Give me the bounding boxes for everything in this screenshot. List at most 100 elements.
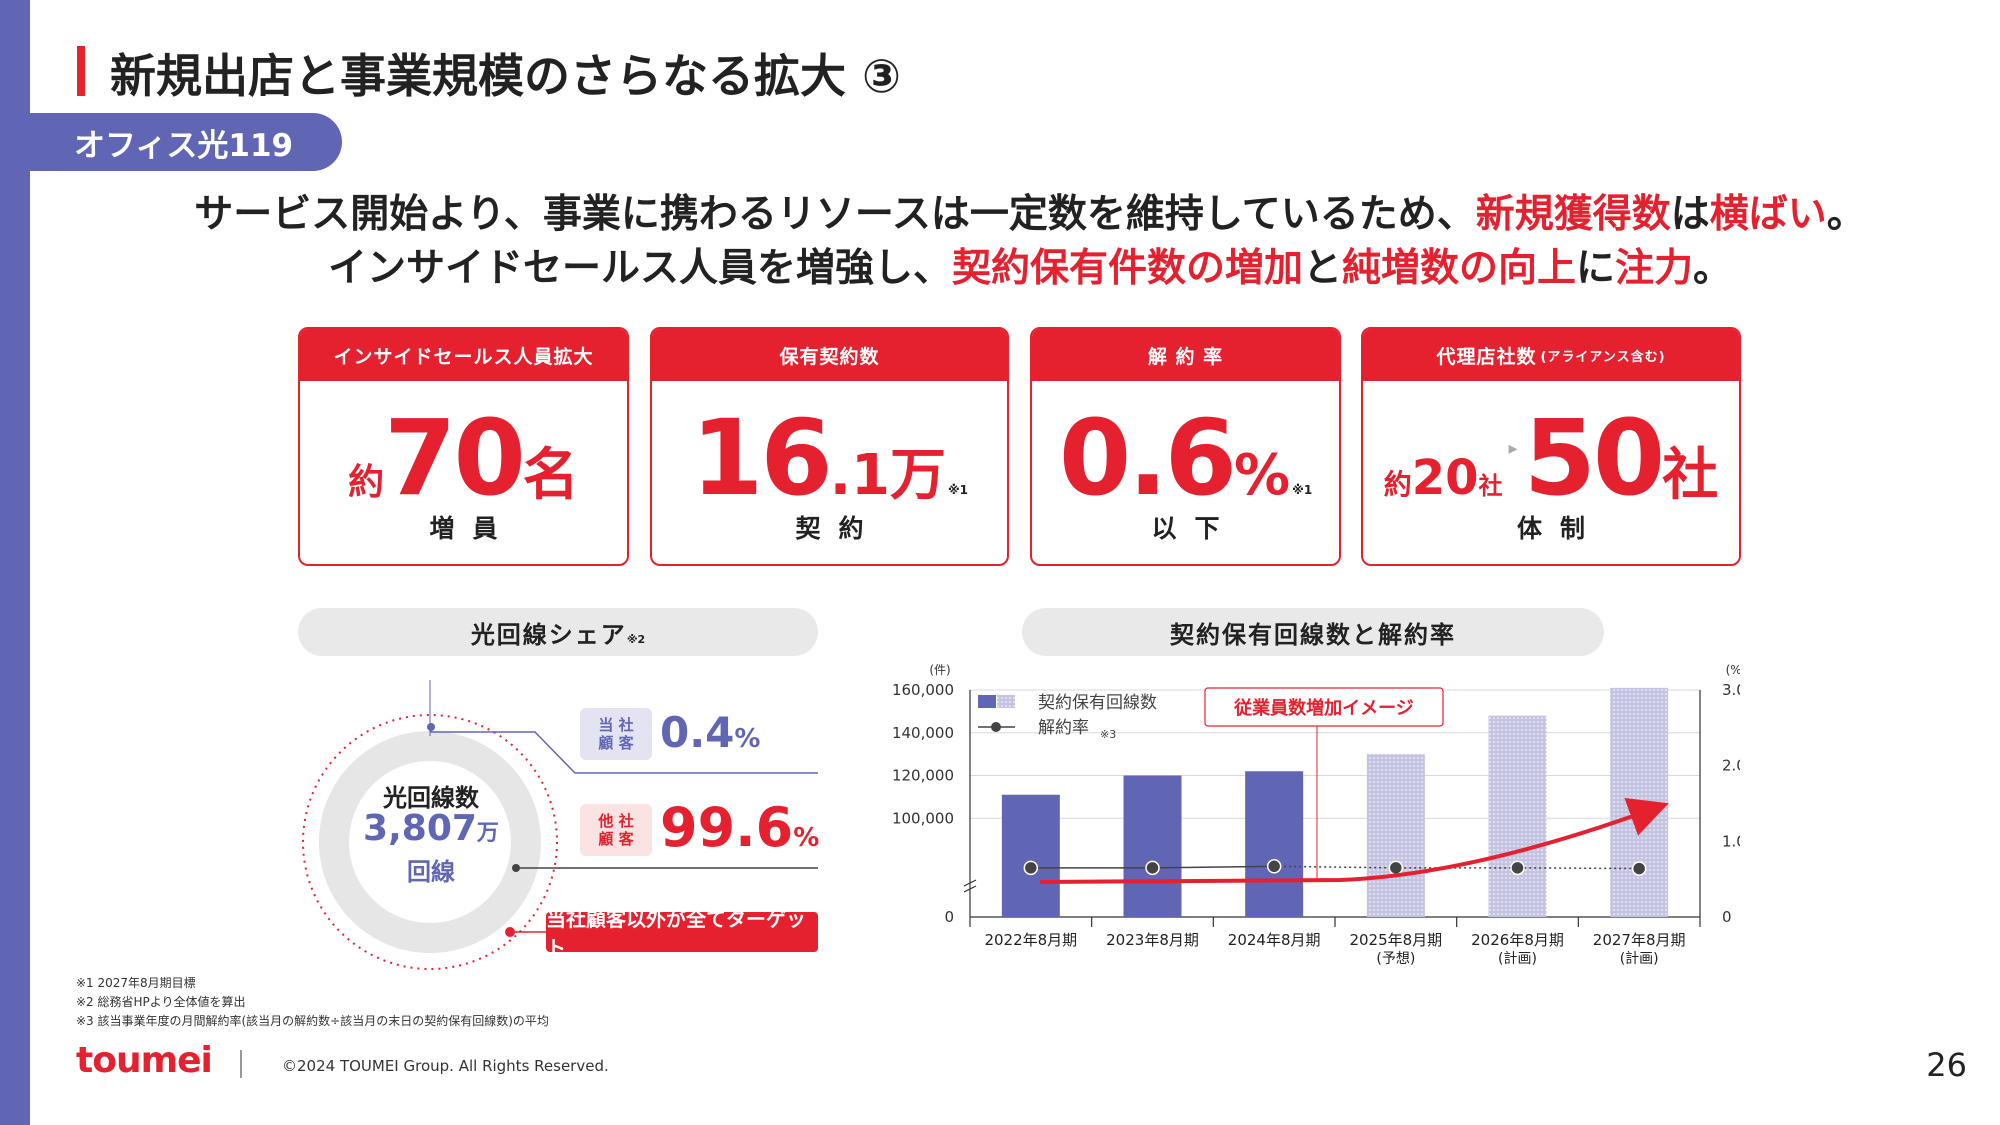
y-tick-label-right: 0 bbox=[1722, 908, 1732, 926]
legend-swatch-point bbox=[991, 722, 1001, 732]
kpi-header: 代理店社数 (アライアンス含む) bbox=[1363, 329, 1739, 381]
kpi-card-churn-rate: 解 約 率 0.6% ※1 以下 bbox=[1030, 327, 1341, 566]
annotation-box bbox=[1204, 687, 1444, 727]
kpi-sub-label: 増員 bbox=[429, 514, 516, 543]
bar bbox=[1001, 794, 1060, 917]
x-tick-label: 2022年8月期 bbox=[984, 931, 1077, 949]
kpi-header-text: 代理店社数 bbox=[1436, 345, 1537, 368]
company-logo: toumei bbox=[76, 1040, 213, 1081]
x-tick-label: 2024年8月期 bbox=[1228, 931, 1321, 949]
headline-text: と bbox=[1302, 246, 1342, 291]
kpi-decimal: .1 bbox=[829, 443, 890, 508]
kpi-sub-label: 契約 bbox=[795, 514, 882, 543]
headline-text: は bbox=[1670, 192, 1710, 237]
other-share-number: 99.6 bbox=[660, 796, 794, 859]
y-tick-label-left: 120,000 bbox=[892, 767, 954, 785]
axis-break-mark bbox=[963, 885, 977, 893]
other-share-value: 99.6% bbox=[660, 796, 819, 859]
kpi-header: 解 約 率 bbox=[1032, 329, 1339, 381]
kpi-number: 0.6 bbox=[1058, 397, 1237, 519]
y-tick-label-left: 0 bbox=[944, 908, 954, 926]
own-customer-badge: 当 社 顧 客 bbox=[580, 708, 652, 760]
headline-highlight: 契約保有件数の増加 bbox=[951, 246, 1303, 291]
page-number: 26 bbox=[1926, 1046, 1967, 1084]
x-tick-sublabel: (予想) bbox=[1376, 951, 1415, 967]
churn-point bbox=[1266, 859, 1282, 874]
section-tag: オフィス光119 bbox=[30, 113, 342, 171]
kpi-card-contracts: 保有契約数 16.1万 ※1 契約 bbox=[650, 327, 1009, 566]
y-tick-label-left: 140,000 bbox=[892, 724, 954, 742]
headline-highlight: 新規獲得数 bbox=[1475, 192, 1671, 237]
churn-point bbox=[1145, 860, 1160, 876]
subscriber-churn-chart: 0 100,000 120,000 140,000 160,000 (件) 0 1.0 2.0 3… bbox=[892, 663, 1740, 967]
y-tick-label-right: 3.0 bbox=[1722, 681, 1740, 699]
bar bbox=[1610, 687, 1669, 917]
headline-text: 。 bbox=[1826, 192, 1866, 237]
y-tick-label-right: 1.0 bbox=[1722, 832, 1740, 850]
donut-center-suffix: 回線 bbox=[407, 858, 455, 886]
headline-line-1: サービス開始より、事業に携わるリソースは一定数を維持しているため、新規獲得数は横… bbox=[60, 183, 2000, 239]
kpi-header-note: (アライアンス含む) bbox=[1540, 349, 1666, 365]
kpi-prefix: 約 bbox=[1383, 468, 1412, 501]
x-tick-label: 2023年8月期 bbox=[1106, 931, 1199, 949]
y-tick-label-left: 160,000 bbox=[892, 681, 954, 699]
growth-arrow bbox=[1039, 797, 1669, 884]
footnote: ※1 2027年8月期目標 bbox=[76, 976, 196, 990]
kpi-note: ※1 bbox=[1292, 483, 1313, 497]
headline-text: 。 bbox=[1693, 246, 1733, 291]
kpi-note: ※1 bbox=[947, 483, 968, 497]
kpi-header: インサイドセールス人員拡大 bbox=[300, 329, 627, 381]
y-axis-label-left: (件) bbox=[929, 663, 950, 677]
headline-text: サービス開始より、事業に携わるリソースは一定数を維持しているため、 bbox=[194, 192, 1476, 237]
footnote: ※3 該当事業年度の月間解約率(該当月の解約数÷該当月の末日の契約保有回線数)の… bbox=[76, 1014, 549, 1028]
own-share-value: 0.4% bbox=[660, 708, 760, 757]
legend-swatch-bar-projected bbox=[997, 695, 1015, 708]
kpi-value: 約20社▸50社 bbox=[1363, 397, 1739, 519]
x-tick-label: 2025年8月期 bbox=[1349, 931, 1442, 949]
x-tick-sublabel: (計画) bbox=[1498, 951, 1537, 967]
kpi-card-agencies: 代理店社数 (アライアンス含む) 約20社▸50社 体制 bbox=[1361, 327, 1741, 566]
churn-point bbox=[1023, 860, 1039, 876]
sidebar-accent-bar bbox=[0, 0, 30, 1125]
donut-center-unit: 万 bbox=[476, 821, 499, 846]
kpi-unit: 万 bbox=[889, 443, 946, 508]
y-tick-label-right: 2.0 bbox=[1722, 757, 1740, 775]
churn-line-projected bbox=[1274, 865, 1640, 870]
headline-text: インサイドセールス人員を増強し、 bbox=[327, 246, 952, 291]
kpi-sub-label: 体制 bbox=[1516, 514, 1603, 543]
donut-center-label: 光回線数 bbox=[383, 784, 479, 812]
y-axis-label-right: (%) bbox=[1726, 663, 1740, 677]
x-tick-label: 2027年8月期 bbox=[1593, 931, 1686, 949]
headline-highlight: 横ばい bbox=[1709, 192, 1827, 237]
bar bbox=[1123, 775, 1182, 917]
footer-divider bbox=[240, 1050, 242, 1078]
kpi-unit: 社 bbox=[1662, 443, 1719, 508]
kpi-unit: 名 bbox=[522, 443, 579, 508]
bar bbox=[1366, 754, 1425, 917]
kpi-card-sales-staff: インサイドセールス人員拡大 約70名 増員 bbox=[298, 327, 629, 566]
kpi-unit: % bbox=[1234, 443, 1291, 508]
annotation-text: 従業員数増加イメージ bbox=[1233, 697, 1414, 719]
kpi-sub-label: 以下 bbox=[1151, 514, 1238, 543]
bar bbox=[1245, 771, 1304, 917]
own-share-number: 0.4 bbox=[660, 708, 735, 757]
share-title-note: ※2 bbox=[626, 632, 646, 646]
churn-point bbox=[1631, 861, 1647, 876]
headline-line-2: インサイドセールス人員を増強し、契約保有件数の増加と純増数の向上に注力。 bbox=[60, 237, 2000, 293]
churn-point bbox=[1388, 860, 1404, 876]
donut-other-share bbox=[319, 731, 541, 953]
title-marker bbox=[77, 46, 85, 96]
own-share-unit: % bbox=[734, 724, 761, 754]
page-title: 新規出店と事業規模のさらなる拡大 ③ bbox=[110, 49, 901, 103]
y-tick-label-left: 100,000 bbox=[892, 809, 954, 827]
kpi-number: 70 bbox=[384, 397, 526, 519]
kpi-number: 16 bbox=[691, 397, 833, 519]
outer-dotted-ring bbox=[302, 714, 558, 970]
kpi-header: 保有契約数 bbox=[652, 329, 1007, 381]
headline-highlight: 純増数の向上 bbox=[1341, 246, 1576, 291]
other-customer-badge: 他 社 顧 客 bbox=[580, 804, 652, 856]
legend-label: 解約率 bbox=[1038, 718, 1089, 738]
copyright: ©2024 TOUMEI Group. All Rights Reserved. bbox=[282, 1057, 609, 1075]
kpi-value: 16.1万 ※1 bbox=[652, 397, 1007, 519]
x-tick-sublabel: (計画) bbox=[1620, 951, 1659, 967]
